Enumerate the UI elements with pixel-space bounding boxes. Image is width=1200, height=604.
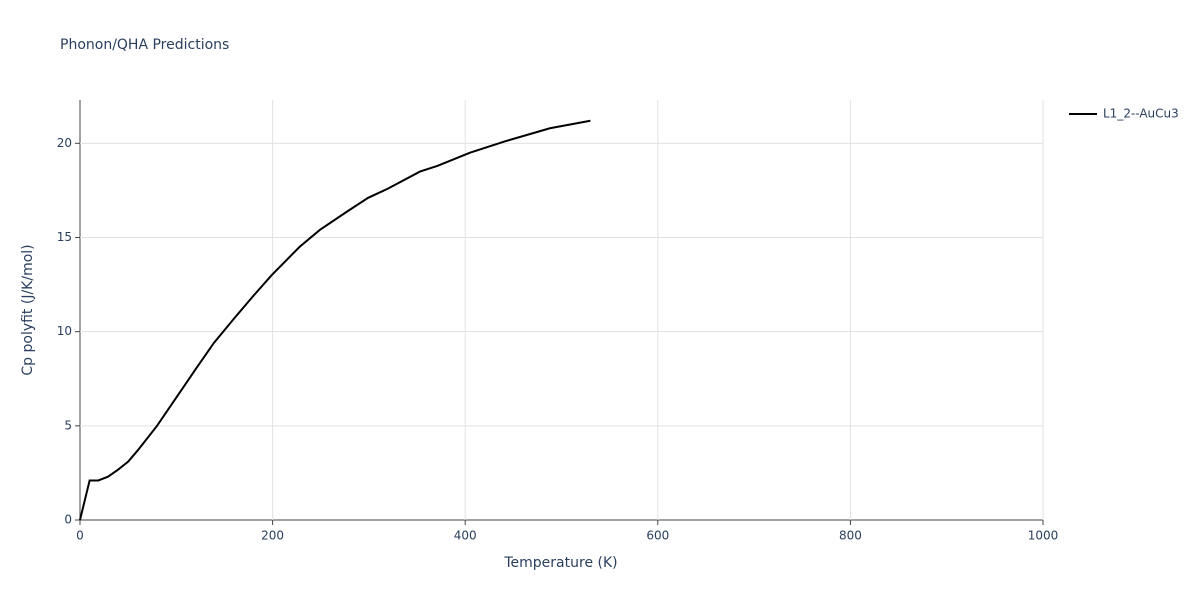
x-tick-label: 400 — [454, 529, 477, 543]
x-tick-label: 600 — [646, 529, 669, 543]
y-axis-label: Cp polyfit (J/K/mol) — [20, 244, 36, 375]
y-tick-label: 0 — [64, 513, 72, 527]
chart-title: Phonon/QHA Predictions — [60, 37, 229, 53]
data-line — [79, 119, 591, 521]
x-tick-label: 200 — [261, 529, 284, 543]
y-tick-label: 20 — [57, 136, 72, 150]
legend-label: L1_2--AuCu3 — [1103, 107, 1179, 121]
y-tick-label: 10 — [57, 324, 72, 338]
y-tick-label: 15 — [57, 230, 72, 244]
y-tick-label: 5 — [64, 418, 72, 432]
x-tick-label: 1000 — [1028, 529, 1059, 543]
x-axis-label: Temperature (K) — [503, 555, 617, 571]
x-tick-label: 0 — [76, 529, 84, 543]
x-tick-label: 800 — [839, 529, 862, 543]
